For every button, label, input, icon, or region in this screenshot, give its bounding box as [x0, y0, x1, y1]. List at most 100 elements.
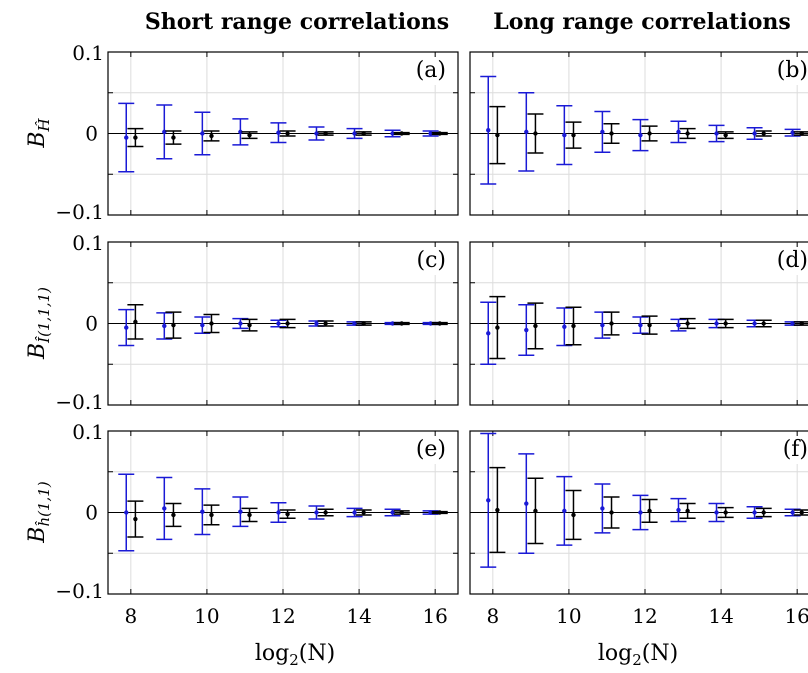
- data-point-blue: [752, 321, 757, 326]
- data-point-blue: [524, 327, 529, 333]
- data-point-blue: [162, 323, 167, 329]
- data-point-blue: [352, 510, 357, 515]
- data-point-black: [533, 323, 538, 329]
- data-point-black: [647, 322, 652, 328]
- data-point-blue: [352, 131, 357, 136]
- data-point-blue: [638, 322, 643, 328]
- data-point-black: [533, 131, 538, 136]
- data-point-blue: [790, 130, 795, 135]
- data-point-blue: [238, 129, 243, 135]
- panel-f: (f) 8 10 12 14 16: [469, 430, 808, 628]
- data-point-black: [209, 321, 214, 326]
- data-point-black: [437, 131, 442, 136]
- y-tick-label: −0.1: [55, 200, 104, 224]
- data-point-blue: [124, 510, 129, 515]
- data-point-black: [285, 321, 290, 326]
- data-point-blue: [638, 132, 643, 138]
- data-point-black: [609, 321, 614, 326]
- data-point-blue: [486, 331, 491, 336]
- data-point-black: [361, 321, 366, 326]
- data-point-blue: [276, 130, 281, 135]
- data-point-black: [247, 322, 252, 328]
- data-point-blue: [638, 510, 643, 515]
- panel-label: (d): [777, 248, 808, 273]
- data-point-blue: [352, 321, 357, 326]
- panel-d: (d): [469, 241, 808, 406]
- data-point-blue: [200, 131, 205, 136]
- y-tick-label: 0.1: [72, 41, 104, 65]
- data-point-blue: [162, 506, 167, 511]
- panel-label-background: [768, 57, 808, 85]
- data-point-black: [133, 135, 138, 140]
- data-point-blue: [238, 509, 243, 514]
- data-point-blue: [562, 508, 567, 514]
- data-point-black: [437, 321, 442, 326]
- panel-label: (f): [783, 437, 808, 462]
- x-tick-label: 12: [270, 604, 295, 628]
- x-tick-label: 10: [556, 604, 581, 628]
- panel-c: (c) 0.1 0 −0.1: [55, 231, 459, 414]
- panel-frame: [469, 430, 808, 595]
- data-point-black: [609, 131, 614, 136]
- data-point-black: [609, 510, 614, 515]
- panel-label-background: [768, 436, 808, 464]
- panel-b: (b): [469, 51, 808, 216]
- data-point-blue: [524, 129, 529, 135]
- data-point-black: [571, 512, 576, 518]
- data-point-black: [723, 510, 728, 515]
- data-point-blue: [124, 135, 129, 140]
- y-tick-label: −0.1: [55, 579, 104, 603]
- data-point-black: [171, 322, 176, 328]
- data-point-black: [685, 508, 690, 514]
- data-point-blue: [676, 507, 681, 513]
- data-point-blue: [714, 321, 719, 326]
- panel-frame: [107, 430, 459, 595]
- data-point-blue: [124, 325, 129, 330]
- data-point-blue: [276, 510, 281, 515]
- data-point-black: [285, 511, 290, 517]
- data-point-black: [209, 512, 214, 518]
- x-tick-label: 16: [784, 604, 808, 628]
- panel-label-background: [768, 247, 808, 275]
- data-point-blue: [390, 131, 395, 136]
- y-tick-label: −0.1: [55, 390, 104, 414]
- data-point-black: [209, 133, 214, 139]
- data-point-blue: [752, 510, 757, 515]
- y-tick-label: 0: [85, 501, 98, 525]
- panel-label: (b): [777, 58, 808, 83]
- data-point-blue: [390, 510, 395, 515]
- data-point-black: [399, 131, 404, 136]
- panels-group: (a) 0.1 0 −0.1 (b) (c) 0.1 0 −0.1 (d) (e) 0.1 0 −0.1 8…: [55, 41, 808, 628]
- panel-frame: [469, 241, 808, 406]
- data-point-blue: [486, 128, 491, 133]
- data-point-black: [647, 508, 652, 514]
- data-point-black: [247, 132, 252, 138]
- row-1-ylabel: BĤ: [25, 117, 53, 148]
- x-axis-label-left: log2(N): [255, 641, 335, 669]
- data-point-black: [685, 321, 690, 326]
- data-point-black: [323, 321, 328, 326]
- panel-label: (e): [416, 437, 446, 462]
- data-point-black: [723, 132, 728, 138]
- data-point-black: [361, 131, 366, 136]
- data-point-blue: [524, 501, 529, 506]
- data-point-blue: [200, 322, 205, 328]
- x-tick-label: 16: [422, 604, 447, 628]
- data-point-blue: [562, 324, 567, 329]
- panel-label-background: [406, 57, 450, 85]
- data-point-black: [647, 131, 652, 136]
- x-axis-label-right: log2(N): [598, 641, 678, 669]
- data-point-blue: [714, 510, 719, 515]
- data-point-black: [761, 321, 766, 326]
- data-point-black: [399, 321, 404, 326]
- data-point-black: [171, 512, 176, 518]
- x-tick-label: 10: [194, 604, 219, 628]
- data-point-blue: [428, 510, 433, 515]
- y-tick-label: 0.1: [72, 231, 104, 255]
- column-title-long-range: Long range correlations: [493, 9, 791, 35]
- data-point-black: [437, 510, 442, 515]
- data-point-blue: [428, 321, 433, 326]
- panel-label-background: [406, 247, 450, 275]
- x-tick-label: 12: [632, 604, 657, 628]
